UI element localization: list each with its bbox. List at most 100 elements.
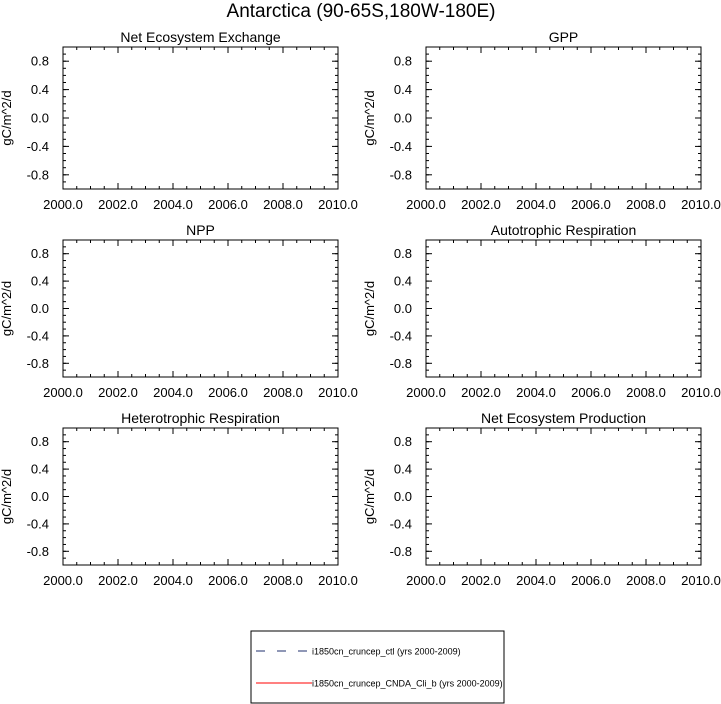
x-minor-ticks: [62, 428, 339, 565]
x-tick-label: 2000.0: [406, 197, 446, 212]
x-tick-label: 2004.0: [153, 385, 193, 400]
x-minor-ticks: [62, 240, 339, 377]
y-tick-label: 0.8: [394, 434, 412, 449]
x-tick-label: 2008.0: [626, 573, 666, 588]
x-tick-label: 2000.0: [43, 197, 83, 212]
y-tick-label: 0.0: [31, 489, 49, 504]
x-minor-ticks: [425, 47, 702, 189]
x-tick-label: 2002.0: [461, 197, 501, 212]
y-axis-label: gC/m^2/d: [362, 90, 377, 145]
x-tick-label: 2000.0: [43, 385, 83, 400]
y-tick-label: -0.4: [27, 328, 49, 343]
y-tick-label: -0.8: [27, 544, 49, 559]
plot-frame: [62, 427, 339, 566]
y-tick-label: -0.4: [27, 516, 49, 531]
y-axis-label: gC/m^2/d: [0, 281, 14, 336]
panel-title: NPP: [186, 222, 215, 238]
y-axis-label: gC/m^2/d: [362, 469, 377, 524]
x-tick-label: 2006.0: [571, 197, 611, 212]
y-tick-label: 0.8: [31, 434, 49, 449]
x-tick-label: 2010.0: [318, 573, 358, 588]
legend-label-1: i1850cn_cruncep_ctl (yrs 2000-2009): [312, 647, 461, 657]
x-tick-label: 2006.0: [571, 573, 611, 588]
panel-title: GPP: [549, 29, 579, 45]
chart-panel-5: 2000.0 2002.0 2004.0 2006.0 2008.0 2010.0 0.8 0…: [0, 410, 358, 588]
y-tick-label: 0.8: [394, 246, 412, 261]
x-tick-label: 2002.0: [461, 385, 501, 400]
x-tick-label: 2006.0: [208, 573, 248, 588]
x-tick-label: 2002.0: [98, 197, 138, 212]
y-axis-label: gC/m^2/d: [0, 90, 14, 145]
y-minor-ticks: [63, 427, 338, 566]
legend: i1850cn_cruncep_ctl (yrs 2000-2009) i1850…: [250, 630, 505, 704]
x-tick-label: 2010.0: [318, 197, 358, 212]
panel-title: Net Ecosystem Production: [481, 410, 646, 426]
x-tick-label: 2006.0: [571, 385, 611, 400]
y-tick-label: 0.0: [394, 489, 412, 504]
figure-title: Antarctica (90-65S,180W-180E): [227, 1, 496, 22]
x-tick-label: 2002.0: [461, 573, 501, 588]
y-tick-label: -0.8: [27, 356, 49, 371]
y-tick-label: -0.4: [390, 139, 412, 154]
y-axis-label: gC/m^2/d: [362, 281, 377, 336]
x-tick-label: 2000.0: [406, 385, 446, 400]
x-tick-label: 2006.0: [208, 385, 248, 400]
y-tick-label: -0.4: [390, 516, 412, 531]
y-minor-ticks: [426, 427, 701, 566]
chart-panel-3: 2000.0 2002.0 2004.0 2006.0 2008.0 2010.0 0.8 0…: [0, 222, 358, 400]
y-tick-label: 0.4: [31, 462, 49, 477]
y-tick-label: 0.0: [31, 301, 49, 316]
x-tick-label: 2004.0: [516, 197, 556, 212]
y-minor-ticks: [426, 239, 701, 378]
legend-label-2: i1850cn_cruncep_CNDA_Cli_b (yrs 2000-200…: [312, 679, 503, 689]
y-minor-ticks: [426, 46, 701, 190]
y-axis-label: gC/m^2/d: [0, 469, 14, 524]
y-tick-label: 0.0: [394, 301, 412, 316]
panel-title: Net Ecosystem Exchange: [120, 29, 281, 45]
x-tick-label: 2002.0: [98, 573, 138, 588]
x-tick-label: 2008.0: [626, 385, 666, 400]
x-tick-label: 2006.0: [208, 197, 248, 212]
plot-frame: [425, 427, 702, 566]
legend-box: [250, 630, 505, 704]
y-tick-label: -0.4: [390, 328, 412, 343]
x-tick-label: 2000.0: [43, 573, 83, 588]
x-tick-label: 2004.0: [516, 573, 556, 588]
y-tick-label: 0.8: [394, 54, 412, 69]
x-tick-label: 2010.0: [318, 385, 358, 400]
x-tick-label: 2008.0: [263, 197, 303, 212]
y-tick-label: 0.0: [394, 111, 412, 126]
x-tick-label: 2010.0: [681, 385, 721, 400]
x-minor-ticks: [425, 240, 702, 377]
y-tick-label: 0.4: [394, 82, 412, 97]
x-minor-ticks: [425, 428, 702, 565]
chart-panel-4: 2000.0 2002.0 2004.0 2006.0 2008.0 2010.0 0.8 0…: [362, 222, 721, 400]
x-tick-label: 2004.0: [153, 573, 193, 588]
panel-title: Heterotrophic Respiration: [121, 410, 280, 426]
y-tick-label: -0.4: [27, 139, 49, 154]
x-tick-label: 2010.0: [681, 197, 721, 212]
x-minor-ticks: [62, 47, 339, 189]
y-tick-label: 0.4: [394, 274, 412, 289]
x-tick-label: 2004.0: [153, 197, 193, 212]
x-tick-label: 2010.0: [681, 573, 721, 588]
plot-frame: [425, 46, 702, 190]
x-tick-label: 2002.0: [98, 385, 138, 400]
y-tick-label: -0.8: [390, 356, 412, 371]
plot-frame: [62, 239, 339, 378]
y-tick-label: 0.8: [31, 54, 49, 69]
y-tick-label: 0.4: [31, 82, 49, 97]
y-tick-label: 0.0: [31, 111, 49, 126]
y-minor-ticks: [63, 46, 338, 190]
y-tick-label: -0.8: [27, 167, 49, 182]
chart-panel-6: 2000.0 2002.0 2004.0 2006.0 2008.0 2010.0 0.8 0…: [362, 410, 721, 588]
y-minor-ticks: [63, 239, 338, 378]
y-tick-label: 0.4: [31, 274, 49, 289]
x-tick-label: 2008.0: [626, 197, 666, 212]
plot-frame: [62, 46, 339, 190]
y-tick-label: -0.8: [390, 544, 412, 559]
y-tick-label: 0.8: [31, 246, 49, 261]
x-tick-label: 2008.0: [263, 573, 303, 588]
panels: 2000.0 2002.0 2004.0 2006.0 2008.0 2010.0 0.8 0…: [0, 29, 721, 588]
